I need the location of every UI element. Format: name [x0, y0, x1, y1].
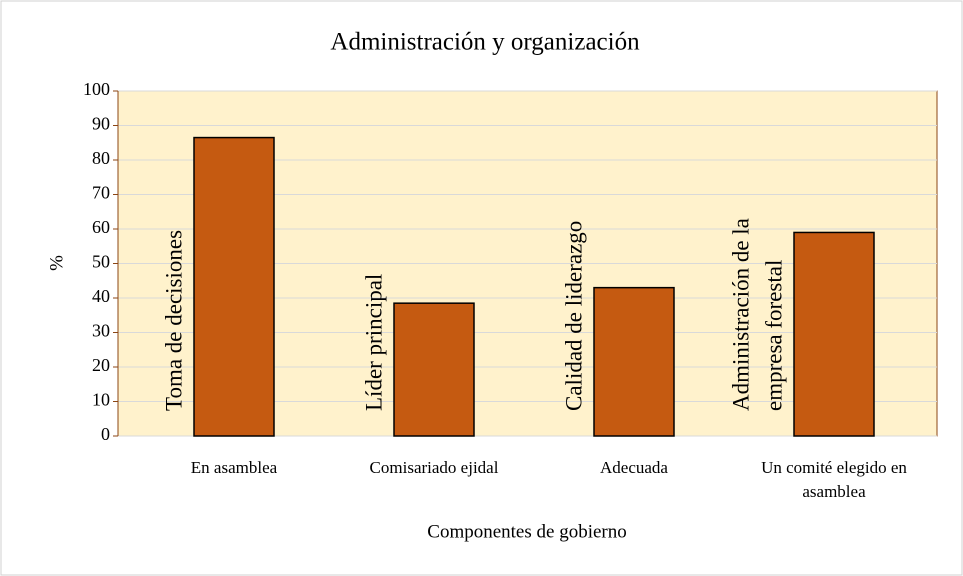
- x-tick-label: En asamblea: [190, 458, 278, 477]
- y-tick-label: 40: [92, 286, 110, 306]
- chart-title: Administración y organización: [330, 29, 640, 56]
- y-axis-title: %: [46, 255, 67, 271]
- y-tick-label: 90: [92, 114, 110, 134]
- bar: [193, 136, 275, 437]
- annotation: Administración de la: [728, 218, 753, 411]
- x-tick-label: Un comité elegido en asamblea: [761, 458, 907, 501]
- annotation: Toma de decisiones: [161, 230, 186, 411]
- x-tick-label: Comisariado ejidal: [369, 458, 499, 477]
- bar: [593, 286, 675, 437]
- annotation: Líder principal: [361, 274, 386, 411]
- y-tick-label: 70: [92, 183, 110, 203]
- y-tick-label: 30: [92, 321, 110, 341]
- annotation: empresa forestal: [761, 260, 786, 411]
- y-tick-label: 80: [92, 148, 110, 168]
- bar: [793, 231, 875, 437]
- annotation: Calidad de liderazgo: [561, 221, 586, 411]
- x-axis-title: Componentes de gobierno: [427, 521, 626, 542]
- y-tick-label: 0: [101, 424, 110, 444]
- y-tick-label: 10: [92, 390, 110, 410]
- y-tick-label: 100: [83, 79, 110, 99]
- bar: [393, 302, 475, 437]
- y-tick-label: 50: [92, 252, 110, 272]
- y-tick-label: 60: [92, 217, 110, 237]
- y-tick-label: 20: [92, 355, 110, 375]
- x-tick-label: Adecuada: [600, 458, 668, 477]
